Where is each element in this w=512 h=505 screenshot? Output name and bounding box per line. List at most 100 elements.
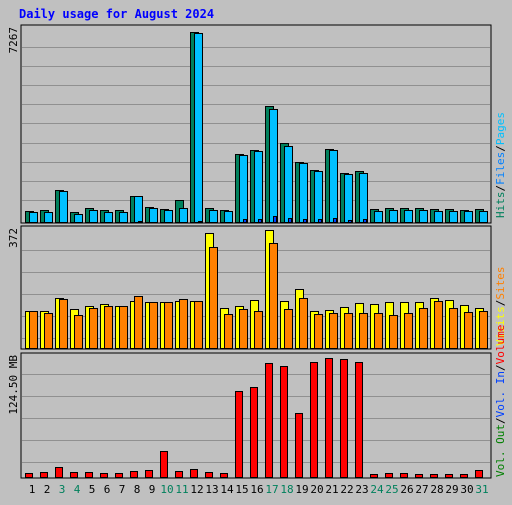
x-tick-label-day-20: 20 (310, 483, 323, 496)
bar-files-day-10 (164, 210, 173, 223)
x-tick-label-day-16: 16 (250, 483, 263, 496)
x-tick-label-day-19: 19 (295, 483, 308, 496)
bar-files-day-3 (59, 191, 68, 223)
panel-visits-max-label: 372 (7, 228, 20, 248)
x-tick-label-day-24: 24 (370, 483, 384, 496)
legend-visits: Visits (494, 306, 507, 346)
bar-sites-day-29 (449, 308, 458, 349)
bar-sites-day-15 (239, 309, 248, 349)
bar-sites-day-4 (74, 315, 83, 349)
legend-separator: / (494, 364, 507, 371)
legend-hits: Hits (494, 192, 507, 219)
x-axis-labels: 1 2 3 4 5 6 7 8 9 10 11 12 13 14 15 16 17 18 19 20 21 22 23 24 2… (29, 483, 489, 496)
x-tick-label-day-31: 31 (475, 483, 488, 496)
bar-volume-day-25 (385, 473, 393, 478)
x-tick-label-day-29: 29 (445, 483, 458, 496)
legend-separator: / (494, 300, 507, 307)
bar-volume-day-21 (325, 358, 333, 478)
x-tick-label-day-27: 27 (415, 483, 428, 496)
bar-volume-day-22 (340, 359, 348, 478)
panel-visits: 372 (7, 225, 492, 350)
legend-pages: Pages (494, 112, 507, 145)
bar-pages-day-8 (138, 221, 142, 223)
bar-volume-day-24 (370, 474, 378, 478)
bar-volume-day-28 (430, 474, 438, 478)
legend-vol-in: Vol. In (494, 371, 507, 417)
legend-sites: Sites (494, 267, 507, 300)
bar-volume-day-10 (160, 451, 168, 478)
bar-volume-day-27 (415, 474, 423, 478)
x-tick-label-day-17: 17 (265, 483, 278, 496)
bar-sites-day-28 (434, 301, 443, 349)
bar-pages-day-22 (348, 220, 352, 223)
bar-sites-day-5 (89, 308, 98, 349)
bar-files-day-7 (119, 212, 128, 223)
bar-files-day-23 (359, 173, 368, 223)
x-tick-label-day-10: 10 (160, 483, 173, 496)
bar-volume-day-13 (205, 472, 213, 478)
bar-volume-day-6 (100, 473, 108, 478)
chart-title: Daily usage for August 2024 (19, 7, 214, 21)
bar-sites-day-19 (299, 298, 308, 349)
x-tick-label-day-15: 15 (235, 483, 248, 496)
bar-files-day-2 (44, 212, 53, 223)
x-tick-label-day-22: 22 (340, 483, 353, 496)
panel-hits-max-label: 7267 (7, 27, 20, 54)
bar-files-day-27 (419, 210, 428, 223)
bar-files-day-6 (104, 212, 113, 223)
x-tick-label-day-18: 18 (280, 483, 293, 496)
bar-sites-day-14 (224, 314, 233, 349)
legend-volume: Volume (494, 325, 507, 365)
x-tick-label-day-5: 5 (89, 483, 96, 496)
bar-files-day-24 (374, 211, 383, 223)
bar-sites-day-22 (344, 313, 353, 349)
bar-sites-day-13 (209, 247, 218, 349)
x-tick-label-day-13: 13 (205, 483, 218, 496)
x-tick-label-day-4: 4 (74, 483, 81, 496)
bar-files-day-17 (269, 109, 278, 223)
bar-sites-day-10 (164, 302, 173, 349)
legend-vol-out: Vol. Out (494, 424, 507, 477)
panel-volume: 124.50 MB (7, 352, 492, 479)
bar-volume-day-31 (475, 470, 483, 478)
legend-visits-sites: Visits/Sites (494, 267, 507, 347)
bar-sites-day-23 (359, 313, 368, 349)
bar-files-day-16 (254, 151, 263, 223)
bar-files-day-19 (299, 163, 308, 223)
bar-volume-day-17 (265, 363, 273, 478)
bar-volume-day-20 (310, 362, 318, 478)
bar-sites-day-12 (194, 301, 203, 349)
chart-panels: 7267 372 124.50 MB (7, 24, 492, 479)
bar-sites-day-11 (179, 299, 188, 349)
panel-hits: 7267 (7, 24, 492, 224)
x-tick-label-day-21: 21 (325, 483, 338, 496)
bar-volume-day-19 (295, 413, 303, 478)
bar-pages-day-17 (273, 216, 277, 223)
bar-files-day-12 (194, 33, 203, 223)
bar-pages-day-16 (258, 219, 262, 223)
legend-hits-files-pages: Hits/Files/Pages (494, 112, 507, 218)
bar-files-day-30 (464, 211, 473, 223)
bar-volume-day-29 (445, 474, 453, 478)
legend-separator: / (494, 185, 507, 192)
bar-sites-day-24 (374, 313, 383, 349)
bar-files-day-26 (404, 210, 413, 223)
bar-volume-day-15 (235, 391, 243, 478)
bar-volume-day-9 (145, 470, 153, 478)
bar-pages-day-20 (318, 219, 322, 223)
bar-files-day-21 (329, 150, 338, 223)
bar-sites-day-30 (464, 312, 473, 349)
legend-volume: Vol. Out/Vol. In/Volume (494, 325, 507, 477)
bar-files-day-14 (224, 211, 233, 223)
bar-pages-day-18 (288, 218, 292, 223)
x-tick-label-day-6: 6 (104, 483, 111, 496)
bar-sites-day-1 (29, 311, 38, 349)
x-tick-label-day-25: 25 (385, 483, 398, 496)
bar-volume-day-23 (355, 362, 363, 478)
bar-volume-day-30 (460, 474, 468, 478)
bar-files-day-11 (179, 208, 188, 223)
bar-sites-day-21 (329, 313, 338, 349)
x-tick-label-day-12: 12 (190, 483, 203, 496)
bar-volume-day-1 (25, 473, 33, 478)
